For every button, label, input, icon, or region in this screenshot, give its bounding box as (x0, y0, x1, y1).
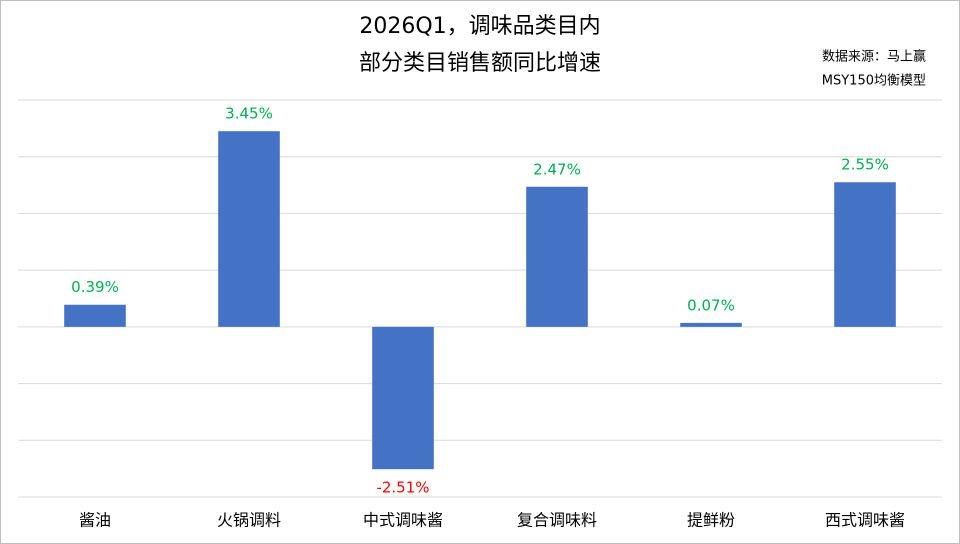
value-label: -2.51% (376, 479, 429, 497)
value-label: 3.45% (225, 105, 273, 123)
x-tick-label: 火锅调料 (217, 511, 281, 530)
x-tick-label: 西式调味酱 (825, 511, 905, 530)
bar (372, 326, 434, 470)
source-note: MSY150均衡模型 (822, 74, 926, 89)
bar (526, 186, 588, 327)
value-label: 0.07% (687, 296, 735, 314)
bar (64, 304, 126, 327)
bar (218, 131, 280, 327)
x-tick-label: 复合调味料 (517, 511, 597, 530)
value-label: 2.55% (841, 156, 889, 174)
x-tick-label: 提鲜粉 (687, 511, 735, 530)
value-label: 0.39% (71, 278, 119, 296)
bar (834, 182, 896, 327)
bar (680, 322, 742, 327)
chart-title-line: 2026Q1，调味品类目内 (359, 14, 600, 39)
x-tick-label: 酱油 (79, 511, 111, 530)
source-note: 数据来源：马上赢 (822, 49, 926, 65)
chart-title-line: 部分类目销售额同比增速 (359, 51, 601, 76)
value-label: 2.47% (533, 160, 581, 178)
x-tick-label: 中式调味酱 (363, 511, 443, 530)
